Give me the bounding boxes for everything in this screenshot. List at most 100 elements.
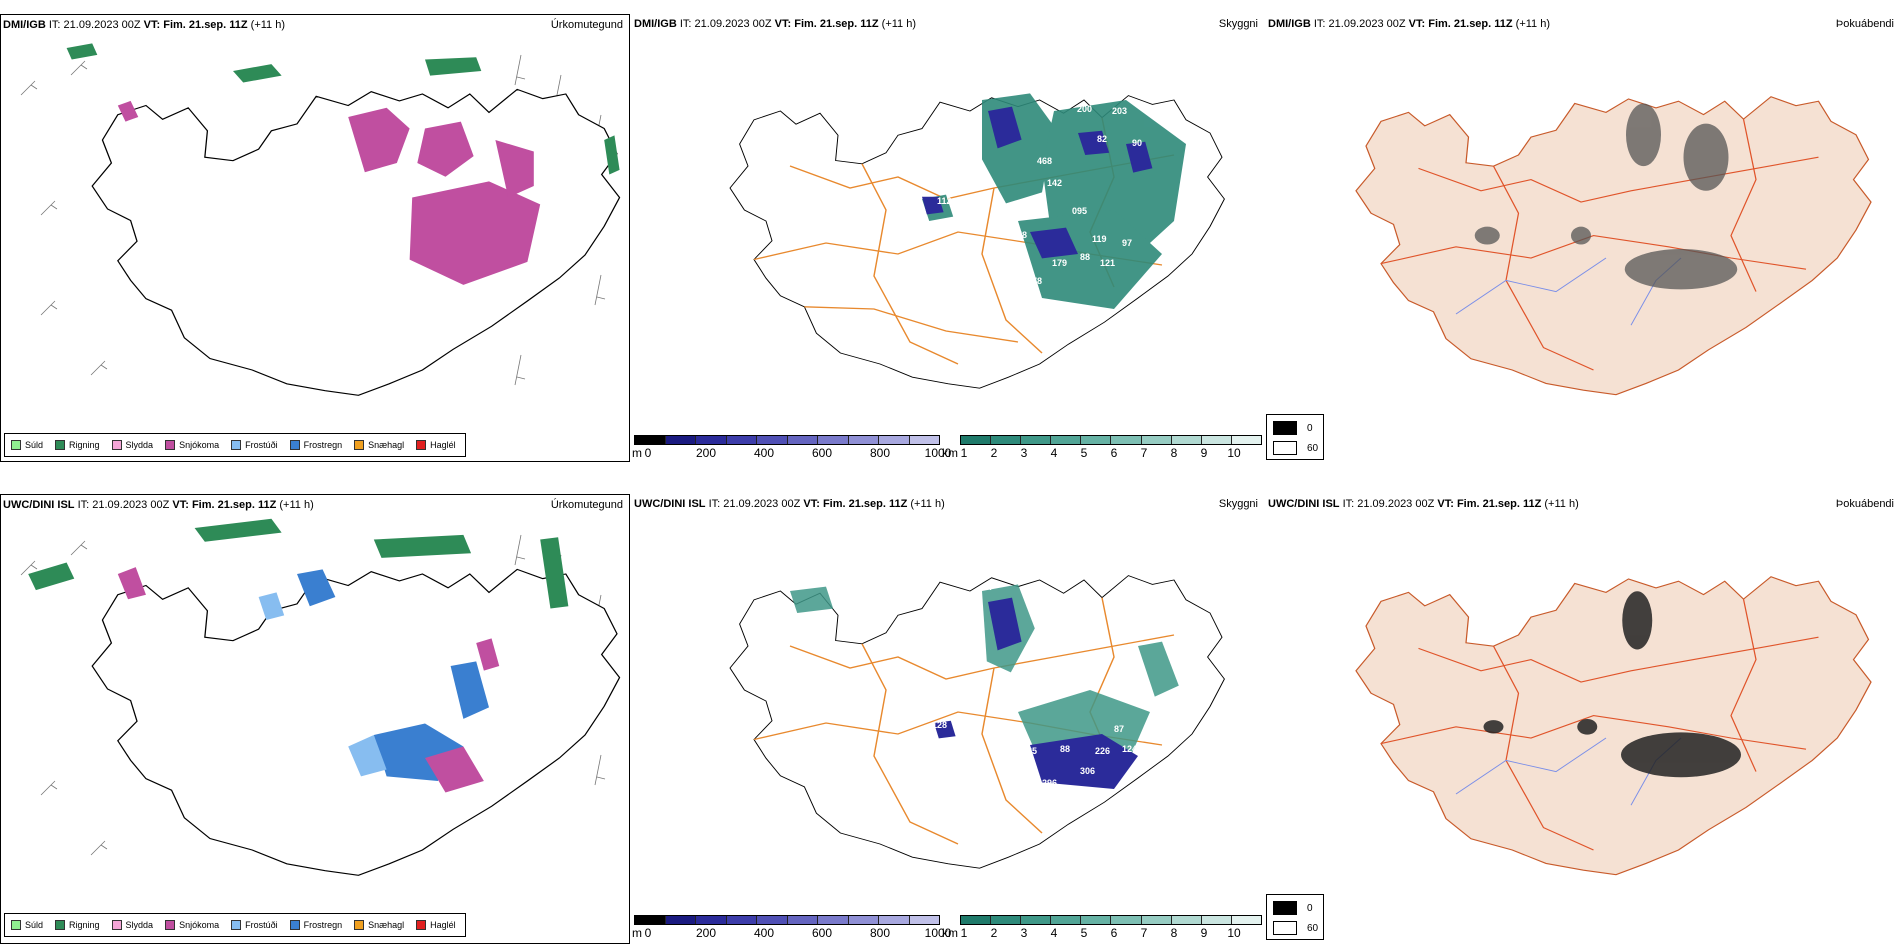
- precip-panel-top: DMI/IGB IT: 21.09.2023 00Z VT: Fim. 21.s…: [0, 14, 630, 462]
- legend-item: Frostúði: [231, 440, 278, 450]
- fog-map-top: [1355, 96, 1872, 396]
- header-bottom-fog: UWC/DINI ISL IT: 21.09.2023 00Z VT: Fim.…: [1268, 498, 1579, 510]
- vis-label: 200: [1077, 104, 1092, 114]
- fog-map-bottom: [1355, 576, 1872, 876]
- vis-label: 296: [1042, 778, 1057, 788]
- legend-item: Haglél: [416, 440, 456, 450]
- vis-label: 140: [1012, 258, 1027, 268]
- vis-label: 119: [1092, 234, 1107, 244]
- header-bottom-visibility: UWC/DINI ISL IT: 21.09.2023 00Z VT: Fim.…: [634, 498, 945, 510]
- header-bottom-precip: UWC/DINI ISL IT: 21.09.2023 00Z VT: Fim.…: [3, 499, 314, 511]
- legend-item: Haglél: [416, 920, 456, 930]
- visibility-ticks-bottom: 1 2 3 4 5 6 7 8 9 10: [960, 926, 1241, 940]
- vis-label: 88: [1060, 744, 1070, 754]
- fog-panel-bottom: UWC/DINI ISL IT: 21.09.2023 00Z VT: Fim.…: [1266, 494, 1900, 944]
- legend-item: Snæhagl: [354, 440, 404, 450]
- visibility-labels-top: 48 32 200 203 82 90 146 468 142 287 095 …: [937, 84, 1142, 286]
- legend-item: Slydda: [111, 440, 153, 450]
- legend-item: Snjókoma: [165, 440, 219, 450]
- vis-label: 112: [937, 196, 952, 206]
- precip-title-bottom: Úrkomutegund: [550, 499, 623, 511]
- visibility-title-bottom: Skyggni: [1218, 498, 1258, 510]
- visibility-panel-top: 48 32 200 203 82 90 146 468 142 287 095 …: [632, 14, 1264, 462]
- fog-areas: [1474, 103, 1738, 290]
- visibility-map-bottom: 94 119 88 128 85 88 226 124 87 306 296 5…: [729, 574, 1226, 869]
- vis-label: 203: [1112, 106, 1127, 116]
- height-colorbar-bottom: [634, 915, 940, 925]
- vis-label: 170: [994, 248, 1009, 258]
- legend-item: Snjókoma: [165, 920, 219, 930]
- visibility-colorbar-bottom: [960, 915, 1262, 925]
- vis-label: 32: [952, 108, 962, 118]
- legend-item: Rigning: [55, 440, 100, 450]
- visibility-unit: km: [942, 926, 958, 940]
- vis-label: 142: [1047, 178, 1062, 188]
- precip-legend-bottom: Súld Rigning Slydda Snjókoma Frostúði Fr…: [4, 913, 466, 937]
- vis-label: 78: [1042, 674, 1052, 684]
- vis-label: 287: [1012, 206, 1027, 216]
- vis-label: 88: [967, 662, 977, 672]
- vis-label: 128: [932, 720, 947, 730]
- height-ticks-top: 0 200 400 600 800 1000: [644, 446, 952, 460]
- vis-label: 124: [1122, 744, 1137, 754]
- vis-label: 119: [967, 636, 982, 646]
- fog-areas: [1483, 591, 1741, 778]
- height-unit: m: [632, 446, 642, 460]
- vis-label: 57: [972, 174, 982, 184]
- height-areas: [934, 597, 1138, 789]
- vis-label: 226: [1095, 746, 1110, 756]
- vis-label: 85: [1027, 746, 1037, 756]
- vis-label: 82: [1097, 134, 1107, 144]
- visibility-panel-bottom: 94 119 88 128 85 88 226 124 87 306 296 5…: [632, 494, 1264, 944]
- vis-label: 146: [937, 154, 952, 164]
- fog-legend-top: 0 60: [1266, 414, 1324, 460]
- snow-areas: [117, 100, 541, 285]
- vis-label: 94: [982, 582, 992, 592]
- rain-areas: [66, 43, 620, 175]
- vis-label: 278: [1027, 276, 1042, 286]
- fog-legend-bottom: 0 60: [1266, 894, 1324, 940]
- vis-label: 97: [1122, 238, 1132, 248]
- legend-item: Frostregn: [289, 440, 342, 450]
- legend-item: Súld: [11, 920, 43, 930]
- visibility-colorbar-top: [960, 435, 1262, 445]
- header-top-fog: DMI/IGB IT: 21.09.2023 00Z VT: Fim. 21.s…: [1268, 18, 1551, 30]
- visibility-unit: km: [942, 446, 958, 460]
- freezing-drizzle-areas: [258, 592, 387, 777]
- precip-map-bottom: [20, 518, 621, 876]
- height-colorbar-top: [634, 435, 940, 445]
- vis-label: 78: [1017, 230, 1027, 240]
- vis-label: 157: [937, 181, 952, 191]
- vis-label: 88: [1080, 252, 1090, 262]
- vis-label: 468: [1037, 156, 1052, 166]
- height-unit: m: [632, 926, 642, 940]
- vis-label: 095: [1072, 206, 1087, 216]
- precip-legend-top: Súld Rigning Slydda Snjókoma Frostúði Fr…: [4, 433, 466, 457]
- height-areas: [922, 106, 1153, 259]
- precip-title-top: Úrkomutegund: [550, 19, 623, 31]
- vis-label: 51: [1085, 678, 1095, 688]
- vis-label: 90: [1132, 138, 1142, 148]
- precip-panel-bottom: UWC/DINI ISL IT: 21.09.2023 00Z VT: Fim.…: [0, 494, 630, 944]
- legend-item: Frostúði: [231, 920, 278, 930]
- height-ticks-bottom: 0 200 400 600 800 1000: [644, 926, 952, 940]
- visibility-labels-bottom: 94 119 88 128 85 88 226 124 87 306 296 5…: [932, 582, 1137, 788]
- rain-areas: [28, 518, 569, 609]
- vis-label: 145: [947, 236, 962, 246]
- road-network: [753, 597, 1175, 845]
- fog-panel-top: DMI/IGB IT: 21.09.2023 00Z VT: Fim. 21.s…: [1266, 14, 1900, 462]
- precip-map-top: [20, 43, 621, 396]
- legend-item: Slydda: [111, 920, 153, 930]
- header-top-visibility: DMI/IGB IT: 21.09.2023 00Z VT: Fim. 21.s…: [634, 18, 917, 30]
- vis-label: 121: [1100, 258, 1115, 268]
- vis-label: 179: [1052, 258, 1067, 268]
- header-top-precip: DMI/IGB IT: 21.09.2023 00Z VT: Fim. 21.s…: [3, 19, 286, 31]
- snow-areas: [117, 567, 500, 793]
- vis-label: 87: [1114, 724, 1124, 734]
- vis-label: 48: [977, 84, 987, 94]
- legend-item: Frostregn: [289, 920, 342, 930]
- vis-label: 306: [1080, 766, 1095, 776]
- fog-title-bottom: Þokuábendi: [1835, 498, 1894, 510]
- legend-item: Rigning: [55, 920, 100, 930]
- fog-title-top: Þokuábendi: [1835, 18, 1894, 30]
